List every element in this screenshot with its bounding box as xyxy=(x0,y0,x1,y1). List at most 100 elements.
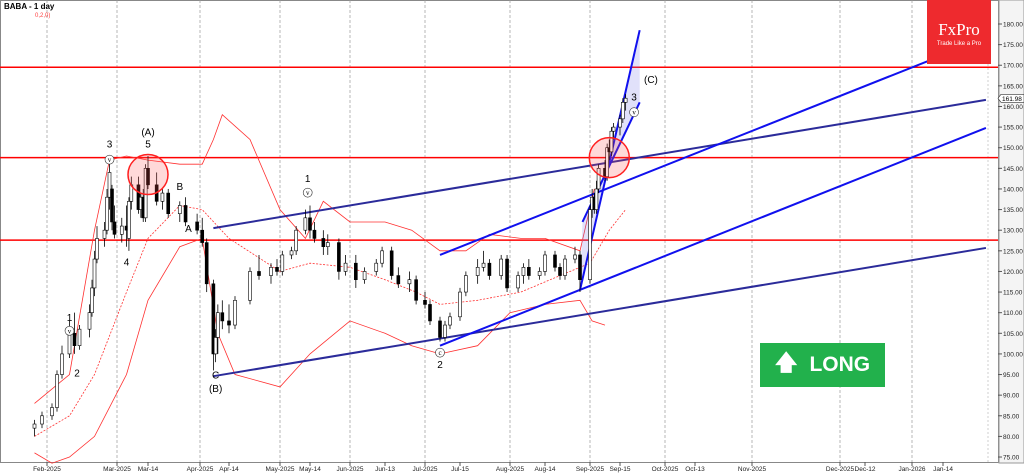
candle-bearish xyxy=(428,304,432,322)
x-tick-label: Jun-2025 xyxy=(336,466,363,473)
wave-label-circle xyxy=(302,187,313,198)
y-tick-label: 180.00 xyxy=(1003,22,1023,29)
candle-bearish xyxy=(195,221,199,231)
candle-bullish xyxy=(458,291,462,318)
candle-bullish xyxy=(233,300,237,326)
candle-bullish xyxy=(362,271,367,280)
x-tick-label: Dec-2025 xyxy=(826,466,855,473)
candle-bullish xyxy=(102,229,107,239)
wave-label-circle xyxy=(435,347,445,358)
x-tick-label: Sep-2025 xyxy=(576,466,605,473)
candle-bullish xyxy=(611,126,616,132)
candle-bullish xyxy=(294,229,298,252)
y-tick-label: 175.00 xyxy=(1003,42,1023,49)
candle-bullish xyxy=(40,415,44,425)
candle-bullish xyxy=(92,258,97,289)
trendline xyxy=(439,37,987,256)
candle-bearish xyxy=(308,217,312,231)
candle-bearish xyxy=(200,229,205,243)
candle-bullish xyxy=(464,275,468,293)
candle-bullish xyxy=(380,250,384,264)
x-tick-label: Mar-14 xyxy=(138,466,159,473)
x-tick-label: Jul-15 xyxy=(451,466,469,473)
candle-bullish xyxy=(543,254,547,272)
candle-bullish xyxy=(87,312,92,330)
wave-label: 4 xyxy=(124,257,130,268)
candle-bullish xyxy=(60,353,64,375)
x-tick-label: Apr-2025 xyxy=(187,466,214,473)
wave-label: (A) xyxy=(141,127,154,138)
y-tick-label: 165.00 xyxy=(1003,83,1023,90)
candle-bullish xyxy=(443,324,447,338)
trendline xyxy=(213,246,987,378)
candle-bearish xyxy=(257,271,261,276)
candle-bearish xyxy=(112,221,117,235)
candle-bullish xyxy=(516,275,520,289)
candle-bullish xyxy=(407,279,412,285)
y-tick-label: 120.00 xyxy=(1003,269,1023,276)
candle-bullish xyxy=(588,209,592,280)
wave-label: v xyxy=(306,189,310,197)
candle-bearish xyxy=(220,312,225,322)
y-tick-label: 75.00 xyxy=(1003,455,1020,462)
wave-label: C xyxy=(212,371,219,382)
candle-bullish xyxy=(618,118,622,128)
candle-bearish xyxy=(527,267,531,276)
trendline xyxy=(213,98,987,230)
bollinger-middle-band xyxy=(34,205,626,437)
logo-tagline: Trade Like a Pro xyxy=(936,41,982,47)
candle-bearish xyxy=(337,242,341,272)
y-tick-label: 115.00 xyxy=(1003,290,1023,297)
candle-bearish xyxy=(505,258,509,289)
signal-label: LONG xyxy=(809,353,871,376)
y-tick-label: 125.00 xyxy=(1003,248,1023,255)
last-price-tag xyxy=(997,94,1024,103)
y-tick-label: 130.00 xyxy=(1003,228,1023,235)
x-tick-label: May-14 xyxy=(299,466,321,473)
candle-bullish xyxy=(119,225,124,235)
highlight-circle xyxy=(127,153,169,196)
x-tick-label: Jan-2026 xyxy=(898,466,925,473)
candle-bearish xyxy=(321,238,326,247)
x-tick-label: Apr-14 xyxy=(219,466,239,473)
wave-label: A xyxy=(185,224,192,235)
y-tick-label: 100.00 xyxy=(1003,351,1023,358)
y-tick-label: 135.00 xyxy=(1003,207,1023,214)
bollinger-lower-band xyxy=(34,237,606,464)
candle-bearish xyxy=(72,332,77,346)
chart-title: BABA - 1 day xyxy=(4,2,55,11)
candle-bearish xyxy=(227,320,231,326)
x-tick-label: Mar-2025 xyxy=(103,466,131,473)
candle-bearish xyxy=(438,320,442,338)
wave-label: 2 xyxy=(437,360,443,371)
candle-bearish xyxy=(204,242,209,285)
candle-bearish xyxy=(423,300,427,305)
candle-bullish xyxy=(95,238,99,260)
long-signal-badge: 🡅 LONG xyxy=(760,343,885,387)
candle-bullish xyxy=(609,130,614,153)
candle-bullish xyxy=(105,196,109,231)
candle-bullish xyxy=(621,102,625,120)
bollinger-upper-band xyxy=(34,114,595,404)
wave-label: B xyxy=(176,182,183,193)
wave-label: 2 xyxy=(74,369,80,380)
y-tick-label: 110.00 xyxy=(1003,310,1023,317)
wave-label: (C) xyxy=(644,75,658,86)
candle-bullish xyxy=(90,287,94,313)
candle-bearish xyxy=(166,192,171,215)
x-tick-label: Jun-13 xyxy=(375,466,395,473)
candle-bearish xyxy=(183,205,188,223)
candle-bullish xyxy=(343,262,348,272)
x-tick-label: Nov-2025 xyxy=(738,466,767,473)
candle-bearish xyxy=(110,188,114,223)
candle-bullish xyxy=(216,312,220,338)
wave-label-circle xyxy=(64,325,75,336)
wave-label: v xyxy=(68,327,72,335)
candle-bullish xyxy=(248,271,252,301)
candle-bullish xyxy=(475,267,480,276)
wave-label-circle xyxy=(629,107,639,118)
wave-label: 3 xyxy=(107,140,113,151)
fxpro-logo: FxPro Trade Like a Pro xyxy=(927,0,991,64)
candle-bullish xyxy=(269,267,273,276)
trendline xyxy=(439,126,987,347)
